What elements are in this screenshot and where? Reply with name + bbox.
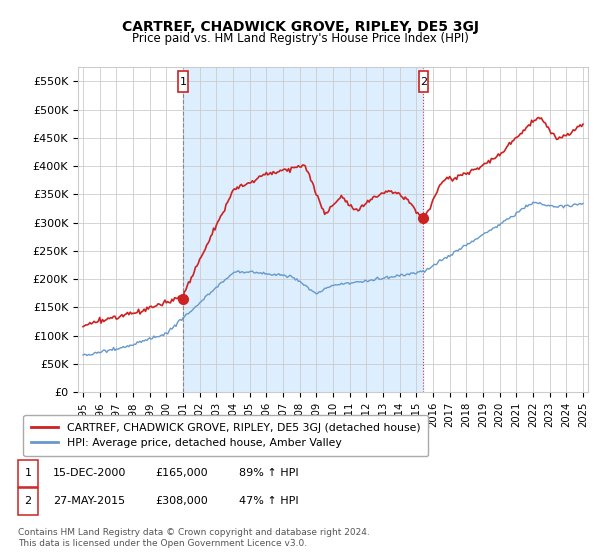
Text: 1: 1 — [25, 468, 31, 478]
Legend: CARTREF, CHADWICK GROVE, RIPLEY, DE5 3GJ (detached house), HPI: Average price, d: CARTREF, CHADWICK GROVE, RIPLEY, DE5 3GJ… — [23, 415, 428, 456]
Text: Price paid vs. HM Land Registry's House Price Index (HPI): Price paid vs. HM Land Registry's House … — [131, 32, 469, 45]
Text: £308,000: £308,000 — [155, 496, 208, 506]
Text: 2: 2 — [25, 496, 31, 506]
Text: 89% ↑ HPI: 89% ↑ HPI — [239, 468, 298, 478]
Bar — [183, 67, 424, 392]
Text: This data is licensed under the Open Government Licence v3.0.: This data is licensed under the Open Gov… — [18, 539, 307, 548]
Text: CARTREF, CHADWICK GROVE, RIPLEY, DE5 3GJ: CARTREF, CHADWICK GROVE, RIPLEY, DE5 3GJ — [121, 20, 479, 34]
Bar — [419, 72, 428, 92]
Bar — [178, 72, 188, 92]
Text: 27-MAY-2015: 27-MAY-2015 — [53, 496, 125, 506]
Text: 2: 2 — [420, 77, 427, 87]
Text: 1: 1 — [179, 77, 187, 87]
Text: Contains HM Land Registry data © Crown copyright and database right 2024.: Contains HM Land Registry data © Crown c… — [18, 528, 370, 536]
Text: 15-DEC-2000: 15-DEC-2000 — [53, 468, 126, 478]
Text: 47% ↑ HPI: 47% ↑ HPI — [239, 496, 298, 506]
Text: £165,000: £165,000 — [155, 468, 208, 478]
